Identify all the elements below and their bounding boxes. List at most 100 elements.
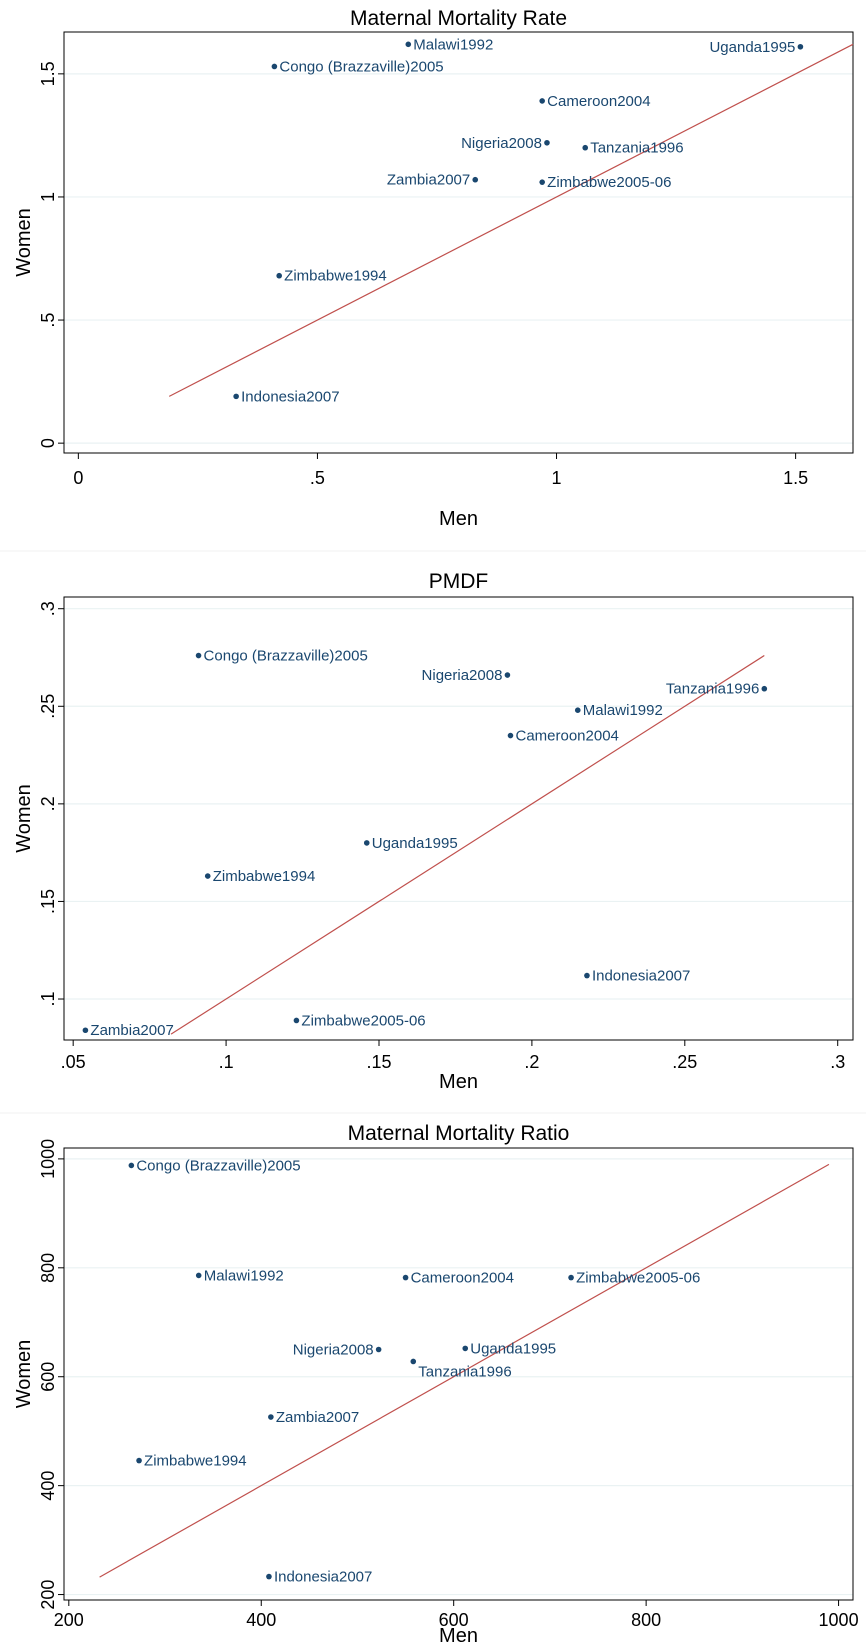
reference-line: [99, 1163, 830, 1578]
data-point: [363, 840, 370, 846]
x-tick-label: .15: [366, 1052, 391, 1072]
chart-panel: 0 .5 1 1.5 0 .5 1 1.5 Malawi1992 Uganda1995 Congo …: [13, 7, 854, 530]
y-tick-label: 200: [38, 1580, 58, 1610]
data-point: [410, 1358, 417, 1365]
data-point: [539, 179, 545, 185]
point-label: Malawi1992: [583, 702, 663, 719]
data-point: [539, 98, 545, 104]
x-tick-label: 1.5: [783, 468, 808, 488]
point-label: Tanzania1996: [418, 1363, 511, 1380]
chart-title: Maternal Mortality Rate: [350, 7, 567, 30]
point-label: Zimbabwe1994: [284, 268, 387, 285]
data-point: [504, 672, 511, 678]
y-axis-title: Women: [13, 1340, 35, 1409]
point-label: Indonesia2007: [274, 1569, 372, 1586]
chart-panel: 200 400 600 800 1000 200 400 600 800 1000 Congo (B…: [13, 1122, 859, 1647]
y-axis-title: Women: [13, 208, 35, 277]
point-label: Zimbabwe2005-06: [301, 1012, 425, 1029]
y-tick-label: .15: [38, 889, 58, 914]
x-tick-label: 0: [73, 468, 83, 488]
data-point: [204, 873, 211, 879]
data-point: [582, 144, 589, 151]
point-label: Tanzania1996: [666, 681, 759, 698]
point-label: Malawi1992: [204, 1267, 284, 1284]
x-axis-title: Men: [439, 1625, 478, 1647]
x-tick-label: 600: [439, 1610, 469, 1630]
point-label: Malawi1992: [413, 36, 493, 53]
plot-border: [63, 1147, 854, 1601]
x-tick-label: 400: [246, 1610, 276, 1630]
plot-border: [63, 596, 854, 1041]
y-tick-label: .2: [38, 796, 58, 811]
data-point: [276, 272, 282, 279]
point-label: Zambia2007: [276, 1409, 359, 1426]
data-point: [507, 732, 514, 739]
point-label: Nigeria2008: [461, 135, 542, 152]
point-label: Zimbabwe1994: [213, 868, 316, 885]
plot-area: [63, 596, 854, 1041]
data-point: [472, 176, 479, 183]
point-label: Nigeria2008: [422, 667, 503, 684]
y-tick-label: 600: [38, 1362, 58, 1392]
x-axis-title: Men: [439, 508, 478, 530]
data-point: [405, 41, 412, 48]
y-tick-label: 1000: [38, 1139, 58, 1179]
chart-title: Maternal Mortality Ratio: [348, 1122, 570, 1145]
point-label: Zimbabwe2005-06: [547, 174, 671, 191]
y-tick-label: 800: [38, 1253, 58, 1283]
data-point: [584, 972, 590, 979]
y-axis-title: Women: [13, 784, 35, 853]
y-tick-label: 0: [38, 438, 58, 448]
point-label: Uganda1995: [372, 835, 458, 852]
data-point: [568, 1274, 574, 1281]
plot-border: [63, 31, 854, 454]
point-label: Cameroon2004: [547, 93, 650, 110]
chart-panel: .1 .15 .2 .25 .3 .05 .1 .15 .2 .25 .3 Congo (Brazza…: [13, 570, 854, 1093]
point-label: Uganda1995: [470, 1340, 556, 1357]
data-point: [462, 1345, 469, 1352]
reference-line: [170, 655, 765, 1035]
point-label: Tanzania1996: [590, 140, 683, 157]
x-tick-label: .05: [61, 1052, 86, 1072]
point-label: Indonesia2007: [592, 968, 690, 985]
point-label: Zambia2007: [90, 1022, 173, 1039]
point-label: Uganda1995: [709, 39, 795, 56]
data-point: [82, 1027, 89, 1034]
data-point: [195, 652, 202, 659]
point-label: Indonesia2007: [241, 388, 339, 405]
x-tick-label: .3: [830, 1052, 845, 1072]
y-tick-label: .25: [38, 694, 58, 719]
data-point: [375, 1346, 382, 1353]
point-label: Zimbabwe2005-06: [576, 1270, 700, 1287]
y-tick-label: 1: [38, 192, 58, 202]
point-label: Cameroon2004: [411, 1270, 514, 1287]
x-tick-label: .2: [524, 1052, 539, 1072]
data-point: [268, 1414, 274, 1420]
y-tick-label: .3: [38, 601, 58, 616]
point-label: Congo (Brazzaville)2005: [279, 58, 443, 75]
data-point: [574, 707, 581, 713]
y-tick-label: .1: [38, 992, 58, 1007]
point-label: Zimbabwe1994: [144, 1453, 247, 1470]
y-tick-label: 1.5: [38, 61, 58, 86]
x-tick-label: 1000: [819, 1610, 859, 1630]
data-point: [293, 1017, 300, 1024]
chart-title: PMDF: [429, 570, 489, 593]
data-point: [544, 139, 550, 146]
y-tick-label: 400: [38, 1471, 58, 1501]
x-tick-label: .25: [672, 1052, 697, 1072]
x-tick-label: 1: [552, 468, 562, 488]
point-label: Congo (Brazzaville)2005: [204, 648, 368, 665]
data-point: [233, 393, 239, 400]
data-point: [195, 1272, 202, 1279]
x-axis-title: Men: [439, 1071, 478, 1093]
point-label: Zambia2007: [387, 172, 470, 189]
point-label: Congo (Brazzaville)2005: [136, 1157, 300, 1174]
data-point: [266, 1573, 272, 1580]
data-point: [761, 685, 768, 692]
point-label: Cameroon2004: [515, 728, 618, 745]
data-point: [271, 63, 278, 70]
x-tick-label: .5: [310, 468, 325, 488]
reference-line: [168, 43, 854, 397]
